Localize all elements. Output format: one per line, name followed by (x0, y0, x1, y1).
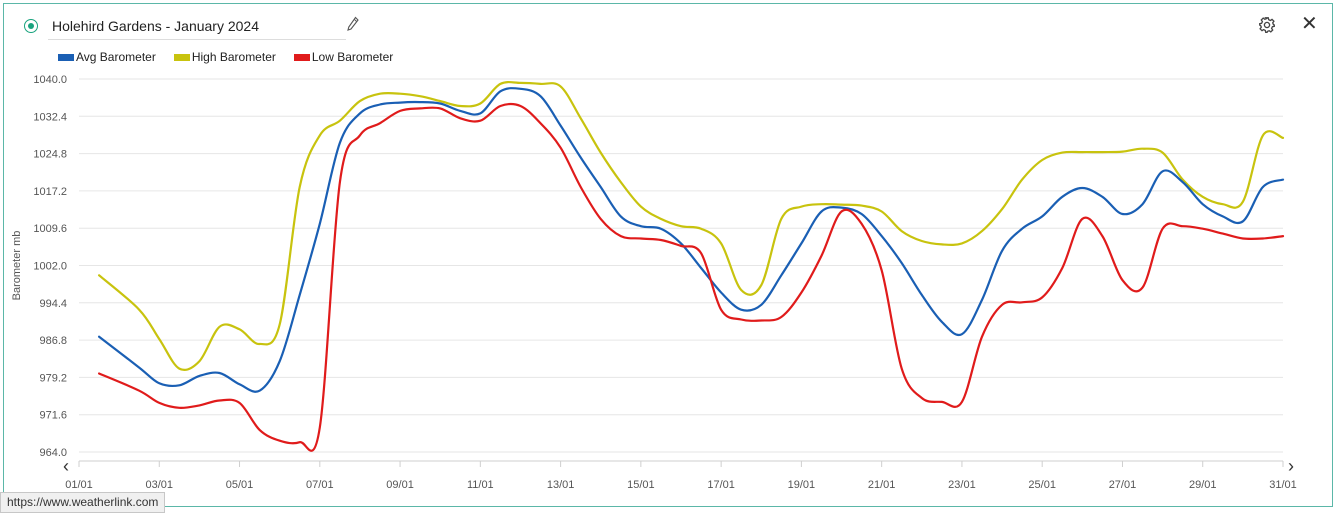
series-line-low (98, 102, 1285, 452)
y-tick-label: 1002.0 (33, 261, 67, 273)
legend-item-low[interactable]: Low Barometer (293, 48, 394, 66)
y-tick-label: 1024.8 (33, 149, 67, 161)
y-tick-label: 964.0 (39, 447, 67, 459)
legend-item-avg[interactable]: Avg Barometer (58, 48, 156, 66)
x-tick-label: 31/01 (1269, 479, 1297, 491)
legend-swatch-avg (58, 53, 74, 61)
y-tick-label: 1017.2 (33, 186, 67, 198)
x-tick-label: 23/01 (948, 479, 976, 491)
legend-item-high[interactable]: High Barometer (173, 48, 276, 66)
x-tick-label: 15/01 (627, 479, 655, 491)
x-tick-label: 29/01 (1189, 479, 1217, 491)
x-tick-label: 05/01 (226, 479, 254, 491)
x-tick-label: 27/01 (1109, 479, 1137, 491)
legend-swatch-high (173, 53, 190, 61)
y-tick-label: 1032.4 (33, 111, 67, 123)
legend-swatch-low (293, 53, 310, 61)
gear-icon[interactable] (1258, 16, 1276, 34)
y-tick-label: 986.8 (39, 335, 67, 347)
title-underline (48, 39, 346, 40)
x-tick-label: 13/01 (547, 479, 575, 491)
legend-label-avg: Avg Barometer (76, 50, 156, 64)
close-icon[interactable]: ✕ (1301, 13, 1318, 35)
x-tick-label: 09/01 (386, 479, 414, 491)
chevron-left-icon[interactable]: ‹ (63, 456, 69, 476)
legend-label-low: Low Barometer (311, 50, 394, 64)
y-tick-label: 971.6 (39, 410, 67, 422)
chevron-right-icon[interactable]: › (1288, 456, 1294, 476)
chart-legend: Avg Barometer High Barometer Low Baromet… (58, 48, 411, 66)
x-tick-label: 01/01 (65, 479, 93, 491)
x-tick-label: 11/01 (467, 479, 494, 491)
page-title: Holehird Gardens - January 2024 (52, 18, 260, 34)
x-tick-label: 07/01 (306, 479, 334, 491)
x-tick-label: 17/01 (707, 479, 735, 491)
legend-label-high: High Barometer (191, 50, 276, 64)
y-tick-label: 1009.6 (33, 223, 67, 235)
panel-header: Holehird Gardens - January 2024 ✕ (4, 4, 1332, 48)
x-tick-label: 19/01 (788, 479, 816, 491)
series-line-high (98, 80, 1285, 372)
series-line-avg (98, 87, 1285, 393)
y-tick-label: 979.2 (39, 372, 67, 384)
y-axis-label: Barometer mb (11, 231, 23, 301)
x-tick-label: 21/01 (868, 479, 896, 491)
y-tick-label: 1040.0 (33, 74, 67, 86)
pencil-icon[interactable] (346, 16, 360, 32)
x-tick-label: 03/01 (146, 479, 174, 491)
y-tick-label: 994.4 (39, 298, 67, 310)
x-tick-label: 25/01 (1028, 479, 1056, 491)
status-indicator-icon (24, 19, 38, 33)
status-url-tooltip: https://www.weatherlink.com (0, 492, 166, 513)
